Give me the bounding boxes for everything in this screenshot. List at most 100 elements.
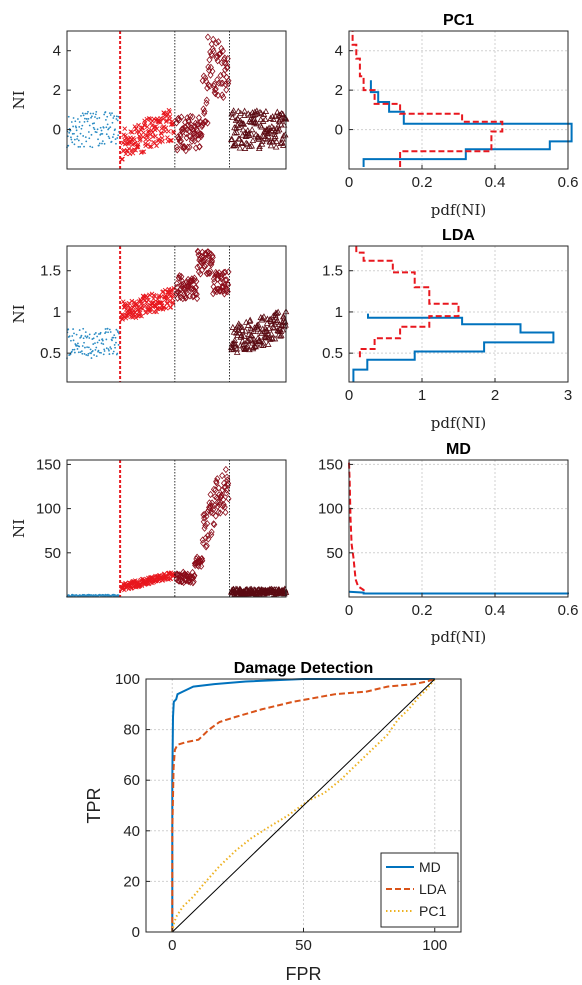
roc-series-md [171, 678, 435, 932]
data-point [115, 118, 118, 120]
data-point [201, 107, 208, 115]
data-point [82, 114, 85, 117]
data-point [197, 130, 204, 138]
data-point [204, 532, 211, 540]
data-point [77, 342, 79, 345]
pc1-pdf-series-line-0 [362, 80, 573, 167]
data-point [76, 348, 79, 350]
pc1-scatter-axes-box [66, 30, 287, 170]
data-point [223, 473, 231, 481]
data-point [116, 137, 119, 139]
data-point [78, 345, 81, 348]
data-point [262, 107, 270, 114]
data-point [278, 331, 285, 338]
data-point [215, 508, 222, 517]
data-point [219, 91, 226, 99]
data-point [98, 117, 101, 119]
pc1-pdf-xlabel: pdf(NI) [431, 201, 487, 219]
data-point [144, 133, 149, 139]
data-point [90, 352, 92, 355]
data-point [198, 266, 205, 274]
data-point [92, 337, 95, 340]
data-point [112, 336, 115, 339]
lda-pdf-series-line-0 [352, 313, 555, 382]
roc-xlabel: FPR [286, 964, 322, 984]
data-point [142, 120, 148, 126]
data-point [253, 110, 261, 117]
data-point [95, 110, 98, 113]
data-point [163, 305, 169, 311]
data-point [149, 123, 155, 128]
data-point [220, 496, 227, 504]
data-point [248, 142, 256, 149]
data-point [215, 38, 222, 46]
data-point [111, 339, 113, 342]
data-point [220, 283, 227, 291]
data-point [211, 520, 218, 529]
data-point [111, 352, 114, 355]
data-point [189, 113, 196, 121]
lda-scatter-series-damage-1 [119, 285, 177, 322]
data-point [68, 335, 71, 338]
data-point [255, 321, 262, 328]
data-point [200, 511, 207, 519]
data-point [240, 332, 248, 339]
md-scatter-series-damage-2 [173, 465, 232, 587]
data-point [203, 77, 210, 85]
lda-scatter-series-damage-3 [227, 308, 290, 355]
data-point [238, 323, 246, 330]
data-point [214, 502, 221, 511]
data-point [209, 45, 216, 53]
md-pdf-series-line-1 [348, 462, 365, 594]
pc1-pdf-ytick-label: 0 [335, 122, 343, 139]
data-point [73, 143, 76, 146]
data-point [108, 349, 110, 352]
data-point [183, 289, 190, 297]
data-point [240, 120, 248, 127]
data-point [174, 146, 181, 154]
data-point [219, 472, 226, 480]
data-point [98, 333, 100, 335]
data-point [168, 304, 174, 310]
data-point [108, 127, 110, 130]
data-point [167, 109, 172, 114]
md-pdf-xtick-label: 0.2 [412, 602, 433, 619]
md-scatter-ytick-label: 100 [36, 501, 61, 518]
data-point [193, 277, 200, 285]
legend-label-md: MD [419, 859, 441, 875]
data-point [113, 115, 116, 118]
data-point [71, 141, 74, 144]
data-point [111, 112, 113, 115]
data-point [167, 114, 173, 119]
data-point [112, 117, 115, 119]
data-point [212, 512, 219, 520]
data-point [202, 74, 209, 82]
data-point [80, 334, 83, 337]
data-point [112, 350, 115, 353]
data-point [215, 484, 222, 492]
pc1-pdf-xtick-label: 0.4 [485, 174, 506, 191]
data-point [116, 352, 119, 355]
data-point [204, 119, 211, 127]
data-point [70, 121, 73, 123]
data-point [82, 327, 85, 330]
data-point [213, 39, 220, 47]
data-point [225, 495, 232, 503]
data-point [97, 349, 100, 352]
data-point [170, 301, 176, 306]
data-point [156, 136, 162, 142]
data-point [225, 77, 232, 85]
md-pdf-xtick-label: 0.4 [485, 602, 506, 619]
data-point [102, 343, 105, 345]
data-point [117, 134, 120, 137]
data-point [259, 314, 266, 321]
data-point [263, 136, 271, 143]
data-point [254, 325, 261, 332]
data-point [147, 292, 152, 298]
data-point [67, 328, 70, 331]
data-point [95, 346, 98, 349]
data-point [99, 126, 102, 129]
data-point [117, 344, 120, 346]
data-point [217, 509, 224, 517]
data-point [274, 127, 281, 134]
